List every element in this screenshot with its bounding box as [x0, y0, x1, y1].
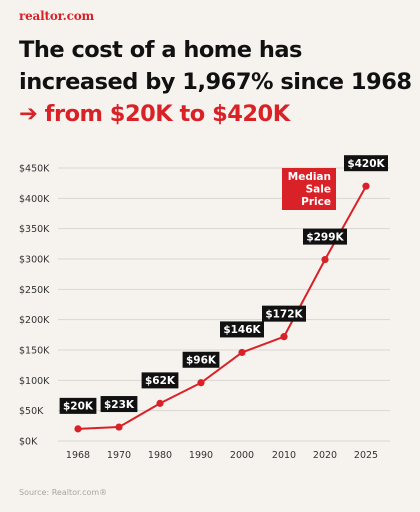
y-tick-label: $250K [19, 285, 50, 296]
data-label-text: $96K [186, 355, 217, 367]
x-tick-label: 1980 [148, 450, 172, 461]
data-label: $96K [182, 351, 220, 368]
data-label-text: $23K [104, 399, 135, 411]
data-label: $420K [344, 155, 388, 172]
data-label: $23K [100, 396, 138, 413]
title-line-1: The cost of a home has [19, 37, 302, 63]
y-tick-label: $150K [19, 346, 50, 357]
data-point [74, 425, 82, 433]
data-label-box [262, 305, 306, 322]
y-tick-label: $400K [19, 194, 50, 205]
x-tick-label: 2000 [230, 450, 254, 461]
x-tick-label: 2010 [272, 450, 296, 461]
data-label-box [100, 396, 138, 413]
data-label-box [141, 372, 179, 389]
data-label-text: $299K [306, 231, 344, 243]
series-annotation-text: Sale [306, 184, 331, 196]
data-point [321, 256, 329, 264]
y-tick-label: $0K [19, 437, 38, 448]
data-label-text: $146K [223, 324, 261, 336]
title-line-2: increased by 1,967% since 1968 [19, 69, 412, 95]
y-tick-label: $300K [19, 255, 50, 266]
data-point [362, 182, 370, 190]
data-point [156, 399, 164, 407]
data-label-text: $62K [145, 375, 176, 387]
realtor-logo: realtor.com [19, 9, 95, 23]
y-tick-label: $50K [19, 406, 44, 417]
subtitle: ➔ from $20K to $420K [19, 101, 290, 127]
y-tick-label: $200K [19, 315, 50, 326]
x-tick-label: 1968 [66, 450, 90, 461]
x-tick-label: 2025 [354, 450, 378, 461]
series-annotation-text: Median [288, 171, 331, 183]
x-tick-label: 1970 [107, 450, 131, 461]
data-point [197, 379, 205, 387]
data-point [280, 333, 288, 341]
data-label: $62K [141, 372, 179, 389]
data-label-box [344, 155, 388, 172]
series-annotation-text: Price [301, 196, 331, 208]
data-label: $172K [262, 305, 306, 322]
x-tick-label: 1990 [189, 450, 213, 461]
y-tick-label: $100K [19, 376, 50, 387]
data-label: $146K [220, 321, 264, 338]
data-point [238, 348, 246, 357]
data-label: $299K [303, 228, 347, 245]
data-label-text: $172K [265, 308, 303, 320]
x-tick-label: 2020 [313, 450, 337, 461]
data-label-text: $420K [347, 158, 385, 170]
y-tick-label: $450K [19, 164, 50, 175]
series-annotation-box [282, 168, 336, 210]
series-line [77, 185, 367, 430]
data-label-text: $20K [63, 401, 94, 413]
source-note: Source: Realtor.com® [19, 488, 108, 497]
page-title: The cost of a home has increased by 1,96… [19, 34, 414, 130]
y-tick-label: $350K [19, 224, 50, 235]
data-label-box [303, 228, 347, 245]
data-point [115, 423, 123, 431]
data-label-box [220, 321, 264, 338]
data-label: $20K [59, 397, 97, 414]
data-label-box [182, 351, 220, 368]
data-label-box [59, 397, 97, 414]
